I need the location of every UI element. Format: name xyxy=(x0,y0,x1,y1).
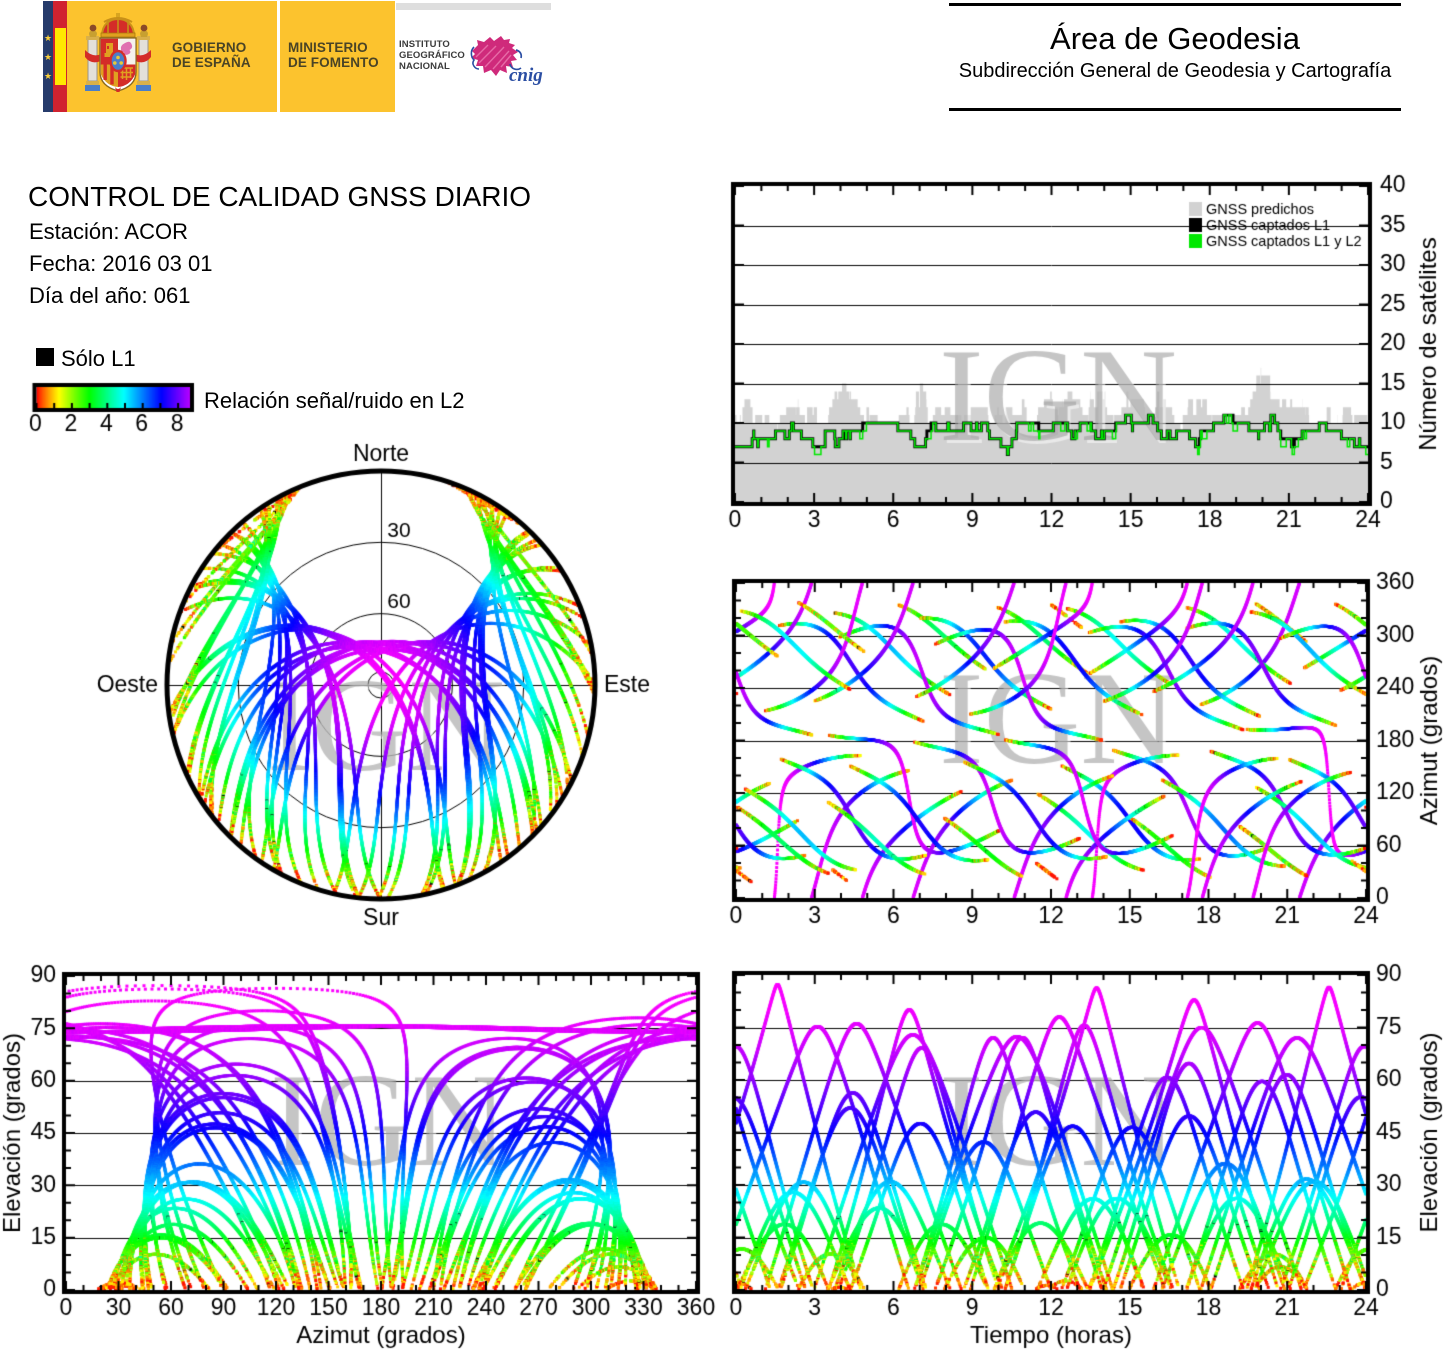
svg-text:cnig: cnig xyxy=(509,65,543,85)
